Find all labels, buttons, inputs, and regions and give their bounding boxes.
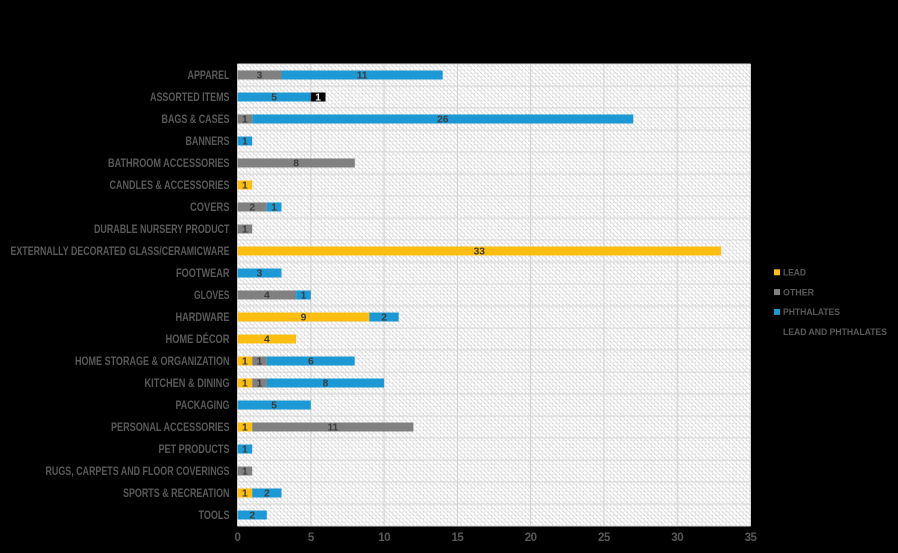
svg-text:6: 6 [308,357,314,368]
svg-text:4: 4 [264,291,270,302]
svg-text:HOME STORAGE & ORGANIZATION: HOME STORAGE & ORGANIZATION [75,356,230,368]
svg-text:BATHROOM ACCESSORIES: BATHROOM ACCESSORIES [108,158,230,170]
svg-text:5: 5 [271,401,277,412]
svg-text:HOME DÉCOR: HOME DÉCOR [166,333,231,346]
svg-text:0: 0 [235,532,241,544]
svg-text:1: 1 [271,203,277,214]
svg-text:26: 26 [437,115,449,126]
svg-text:2: 2 [249,511,255,522]
svg-text:EXTERNALLY DECORATED GLASS/CER: EXTERNALLY DECORATED GLASS/CERAMICWARE [11,246,230,258]
svg-text:1: 1 [301,291,307,302]
svg-text:10: 10 [378,532,390,544]
svg-text:PET PRODUCTS: PET PRODUCTS [159,444,230,456]
svg-text:25: 25 [598,532,611,544]
svg-text:OTHER: OTHER [783,287,814,298]
svg-text:CANDLES & ACCESSORIES: CANDLES & ACCESSORIES [110,180,230,192]
svg-text:1: 1 [242,357,248,368]
svg-text:3: 3 [257,269,263,280]
svg-text:3: 3 [257,71,263,82]
svg-text:2: 2 [264,489,270,500]
svg-text:1: 1 [242,423,248,434]
svg-text:1: 1 [242,467,248,478]
svg-text:15: 15 [452,532,465,544]
svg-text:33: 33 [474,247,486,258]
svg-text:1: 1 [242,225,248,236]
svg-text:APPAREL: APPAREL [188,70,230,82]
svg-text:1: 1 [242,445,248,456]
svg-text:TOOLS: TOOLS [199,510,230,522]
svg-text:DURABLE NURSERY PRODUCT: DURABLE NURSERY PRODUCT [94,224,230,236]
svg-text:8: 8 [323,379,329,390]
svg-text:LEAD: LEAD [783,268,806,279]
svg-text:KITCHEN & DINING: KITCHEN & DINING [145,378,230,390]
svg-text:1: 1 [315,93,321,104]
svg-text:PHTHALATES: PHTHALATES [783,307,840,318]
svg-text:1: 1 [242,137,248,148]
svg-text:SPORTS & RECREATION: SPORTS & RECREATION [123,488,230,500]
svg-text:5: 5 [308,532,315,544]
svg-text:2: 2 [249,203,255,214]
svg-text:FOOTWEAR: FOOTWEAR [176,268,230,280]
svg-text:11: 11 [327,423,338,434]
svg-text:2: 2 [381,313,387,324]
svg-text:30: 30 [671,532,683,544]
svg-text:1: 1 [242,379,248,390]
svg-text:11: 11 [357,71,368,82]
svg-text:1: 1 [257,379,263,390]
svg-text:HARDWARE: HARDWARE [176,312,230,324]
svg-text:5: 5 [271,93,277,104]
svg-text:1: 1 [257,357,263,368]
svg-text:9: 9 [301,313,307,324]
svg-text:20: 20 [525,532,537,544]
svg-text:8: 8 [293,159,299,170]
svg-text:1: 1 [242,181,248,192]
svg-text:35: 35 [745,532,758,544]
svg-text:COVERS: COVERS [190,202,230,214]
svg-text:BANNERS: BANNERS [186,136,230,148]
svg-text:PERSONAL ACCESSORIES: PERSONAL ACCESSORIES [111,422,230,434]
svg-text:LEAD AND PHTHALATES: LEAD AND PHTHALATES [783,327,887,338]
svg-text:GLOVES: GLOVES [194,290,230,302]
svg-text:RUGS, CARPETS AND FLOOR COVERI: RUGS, CARPETS AND FLOOR COVERINGS [46,466,230,478]
svg-text:ASSORTED ITEMS: ASSORTED ITEMS [150,92,230,104]
svg-text:1: 1 [242,489,248,500]
svg-text:4: 4 [264,335,270,346]
svg-text:PACKAGING: PACKAGING [176,400,230,412]
svg-text:BAGS & CASES: BAGS & CASES [162,114,230,126]
svg-text:1: 1 [242,115,248,126]
